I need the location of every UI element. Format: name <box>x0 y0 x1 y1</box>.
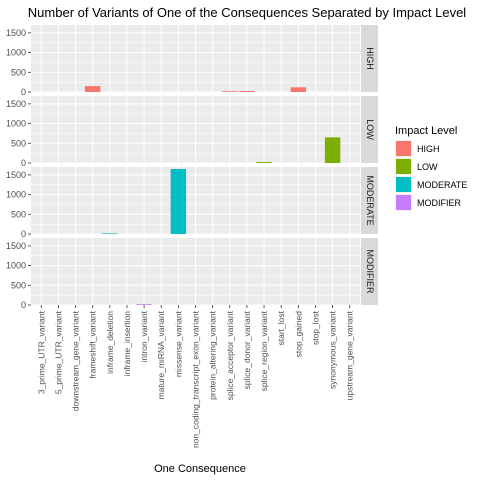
y-tick-label: 0 <box>21 158 26 168</box>
x-tick-label: missense_variant <box>173 310 183 377</box>
y-tick-label: 1000 <box>6 190 26 200</box>
x-axis: 3_prime_UTR_variant 5_prime_UTR_variant do… <box>36 305 355 448</box>
x-tick-label: splice_region_variant <box>259 310 269 391</box>
facet-panel-modifier: 0 500 1000 1500 MODIFIER <box>6 238 378 310</box>
y-tick-label: 500 <box>11 209 26 219</box>
x-tick-label: splice_donor_variant <box>242 310 252 389</box>
y-tick-label: 0 <box>21 300 26 310</box>
bar-high-frameshift_variant <box>84 86 101 92</box>
x-axis-title: One Consequence <box>154 463 246 475</box>
legend-swatch-low <box>396 159 411 174</box>
facet-strip <box>361 238 378 305</box>
chart-title: Number of Variants of One of the Consequ… <box>28 5 467 20</box>
x-tick-label: start_lost <box>276 310 286 345</box>
legend: Impact Level HIGH LOW MODERATE MODIFIER <box>395 125 467 211</box>
y-tick-label: 1000 <box>6 48 26 58</box>
x-tick-label: stop_lost <box>310 310 320 345</box>
x-tick-label: inframe_insertion <box>122 311 132 376</box>
legend-swatch-modifier <box>396 195 411 210</box>
x-tick-label: downstream_gene_variant <box>71 310 81 411</box>
x-tick-label: frameshift_variant <box>88 310 98 378</box>
y-tick-label: 1500 <box>6 170 26 180</box>
legend-label: MODERATE <box>417 180 467 190</box>
facet-strip <box>361 25 378 92</box>
y-tick-label: 0 <box>21 229 26 239</box>
facet-panels: 0 500 1000 1500 HIGH 0 500 1000 1500 LOW 0 500 1000 1… <box>6 25 378 310</box>
y-tick-label: 1500 <box>6 28 26 38</box>
facet-strip <box>361 96 378 163</box>
facet-strip-label: HIGH <box>365 47 375 70</box>
bar-high-splice_acceptor_variant <box>222 91 238 92</box>
legend-label: LOW <box>417 162 438 172</box>
facet-panel-low: 0 500 1000 1500 LOW <box>6 96 378 168</box>
facet-panel-high: 0 500 1000 1500 HIGH <box>6 25 378 97</box>
facet-strip <box>361 167 378 234</box>
x-tick-label: intron_variant <box>139 310 149 362</box>
bar-low-splice_region_variant <box>256 162 272 163</box>
x-tick-label: 5_prime_UTR_variant <box>53 310 63 394</box>
x-tick-label: 3_prime_UTR_variant <box>36 310 46 394</box>
facet-strip-label: MODERATE <box>365 175 375 225</box>
bar-high-splice_donor_variant <box>239 91 255 92</box>
y-tick-label: 500 <box>11 138 26 148</box>
x-tick-label: upstream_gene_variant <box>345 310 355 400</box>
facet-panel-moderate: 0 500 1000 1500 MODERATE <box>6 167 378 239</box>
facet-strip-label: MODIFIER <box>365 250 375 294</box>
x-tick-label: mature_miRNA_variant <box>156 310 166 399</box>
legend-title: Impact Level <box>395 125 457 137</box>
y-tick-label: 500 <box>11 67 26 77</box>
legend-label: MODIFIER <box>417 198 461 208</box>
legend-swatch-high <box>396 141 411 156</box>
legend-label: HIGH <box>417 144 440 154</box>
x-tick-label: synonymous_variant <box>328 310 338 389</box>
y-tick-label: 1000 <box>6 261 26 271</box>
facet-strip-label: LOW <box>365 119 375 140</box>
y-tick-label: 1500 <box>6 99 26 109</box>
x-tick-label: inframe_deletion <box>105 311 115 374</box>
y-tick-label: 1000 <box>6 119 26 129</box>
y-tick-label: 1500 <box>6 241 26 251</box>
y-tick-label: 0 <box>21 87 26 97</box>
bar-modifier-intron_variant <box>136 304 152 305</box>
bar-moderate-inframe_deletion <box>102 233 118 234</box>
x-tick-label: protein_altering_variant <box>208 310 218 399</box>
x-tick-label: stop_gained <box>293 311 303 358</box>
bar-moderate-missense_variant <box>170 168 187 234</box>
bar-high-stop_gained <box>290 87 307 92</box>
bar-low-synonymous_variant <box>324 137 341 163</box>
legend-swatch-moderate <box>396 177 411 192</box>
y-tick-label: 500 <box>11 280 26 290</box>
x-tick-label: splice_acceptor_variant <box>225 310 235 400</box>
x-tick-label: non_coding_transcript_exon_variant <box>191 310 201 448</box>
